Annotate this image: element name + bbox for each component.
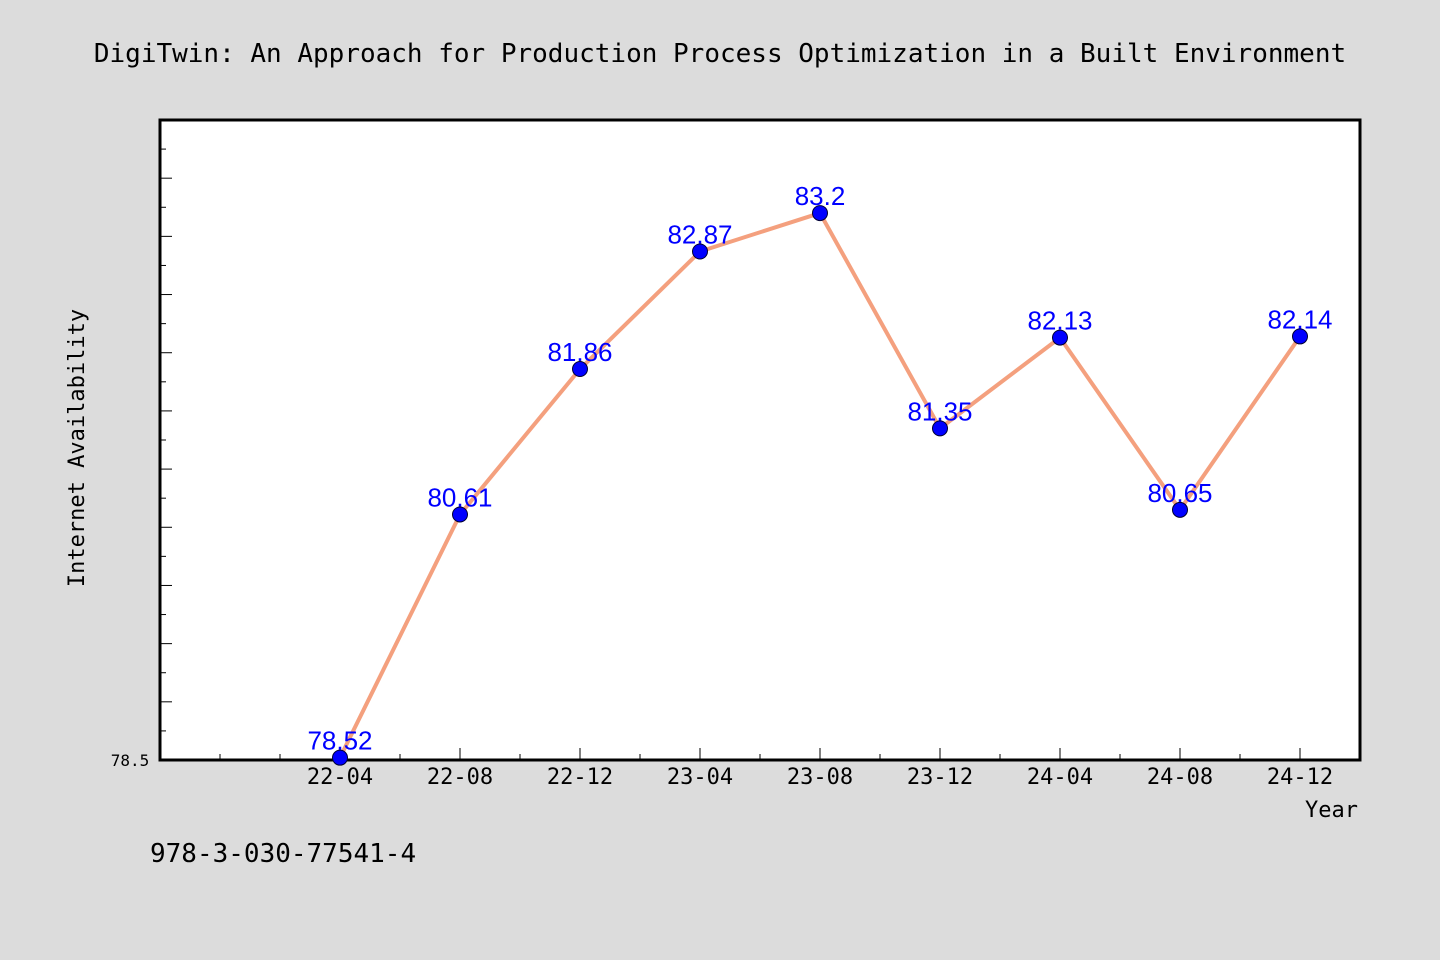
x-tick-label: 23-04	[667, 765, 733, 790]
data-labels: 78.52 80.61 81.86 82.87 83.2 81.35 82.13 80.65 8…	[307, 181, 1332, 756]
data-label: 83.2	[795, 181, 846, 211]
data-label: 82.13	[1027, 306, 1092, 336]
data-label: 82.14	[1267, 304, 1332, 334]
data-label: 78.52	[307, 726, 372, 756]
x-tick-label: 23-08	[787, 765, 853, 790]
chart-title: DigiTwin: An Approach for Production Pro…	[94, 39, 1346, 69]
plot-area	[158, 118, 1362, 762]
x-tick-label: 22-08	[427, 765, 493, 790]
y-axis-ticks	[160, 119, 172, 761]
data-label: 80.61	[427, 482, 492, 512]
series-markers	[332, 205, 1308, 766]
x-tick-label: 24-04	[1027, 765, 1093, 790]
data-point	[1052, 329, 1068, 346]
data-point	[1292, 328, 1308, 345]
data-point	[692, 243, 708, 260]
data-label: 81.86	[547, 337, 612, 367]
data-point	[332, 749, 348, 766]
data-label: 81.35	[907, 396, 972, 426]
y-axis-label: Internet Availability	[65, 309, 90, 587]
x-axis-label: Year	[1305, 798, 1358, 823]
x-tick-label: 22-12	[547, 765, 613, 790]
data-label: 82.87	[667, 219, 732, 249]
x-axis-tick-labels: 22-04 22-08 22-12 23-04 23-08 23-12 24-04 24-08…	[307, 765, 1333, 790]
x-tick-label: 24-08	[1147, 765, 1213, 790]
footer-isbn: 978-3-030-77541-4	[150, 839, 416, 869]
x-tick-label: 24-12	[1267, 765, 1333, 790]
x-tick-label: 23-12	[907, 765, 973, 790]
data-label: 80.65	[1147, 478, 1212, 508]
data-point	[572, 361, 588, 378]
x-tick-label: 22-04	[307, 765, 373, 790]
data-point	[932, 420, 948, 437]
data-point	[812, 205, 828, 222]
y-tick-label: 78.5	[111, 751, 150, 770]
data-point	[452, 506, 468, 523]
data-point	[1172, 501, 1188, 518]
